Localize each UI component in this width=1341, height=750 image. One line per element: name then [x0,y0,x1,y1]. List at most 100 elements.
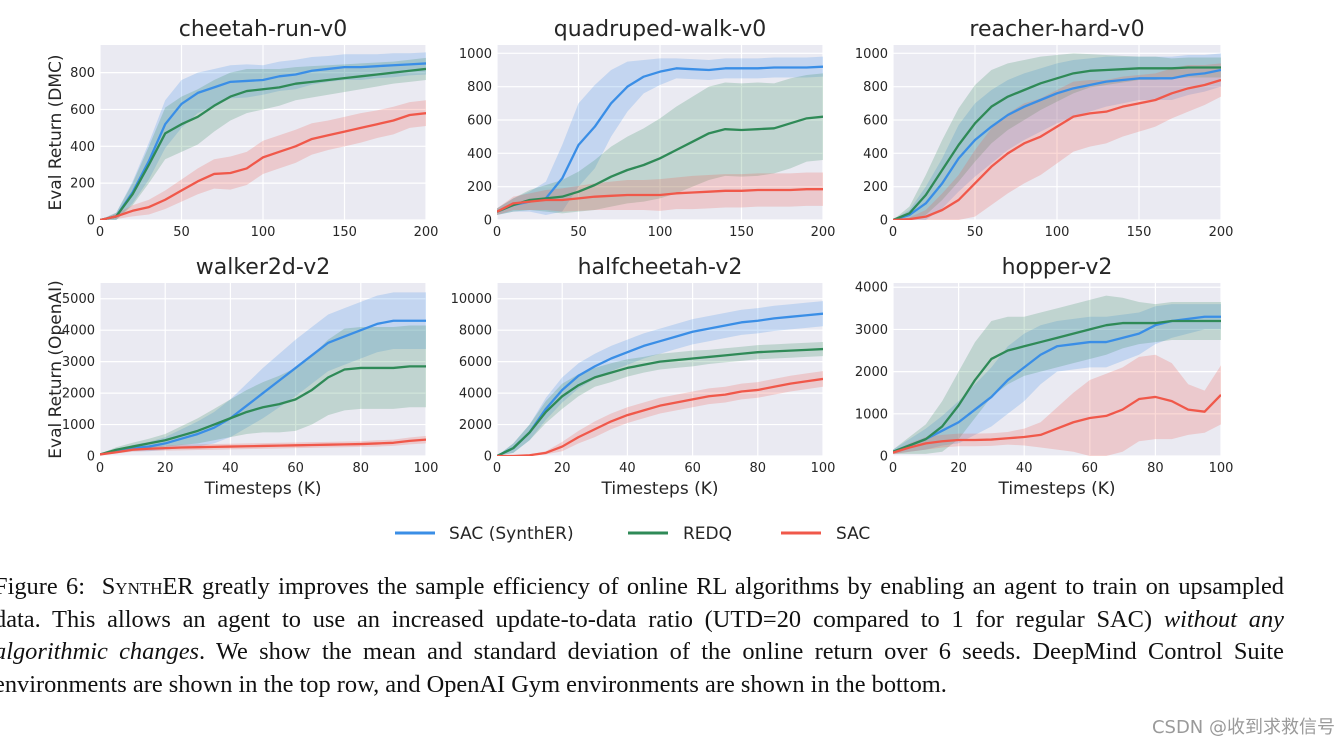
std-band-sac-synther [893,304,1221,454]
plot-series-group [893,295,1221,456]
std-band-sac-synther [893,53,1221,220]
y-tick-label: 8000 [459,324,492,339]
series-line-redq [100,365,426,456]
x-tick-label: 150 [1127,225,1152,240]
y-axis-label: Eval Return (OpenAI) [46,280,66,458]
panel-5: 0 20 40 60 80 100 0 2000 4000 6000 8000 10000 halfch… [451,255,836,499]
x-tick-label: 80 [750,461,767,476]
y-tick-label: 0 [880,450,888,465]
x-tick-label: 100 [251,225,276,240]
plot-series-group [497,56,823,215]
caption-text-2: . We show the mean and standard deviatio… [0,638,1285,698]
panel-title: walker2d-v2 [196,255,330,280]
std-band-sac-synther [100,52,426,220]
x-tick-label: 100 [648,225,673,240]
x-tick-label: 150 [332,225,357,240]
y-tick-label: 5000 [62,292,95,307]
panel-title: halfcheetah-v2 [578,255,743,280]
caption-text-1: greatly improves the sample efficiency o… [0,573,1284,633]
std-band-redq [100,325,426,456]
x-tick-label: 50 [967,225,984,240]
x-tick-label: 100 [811,461,836,476]
y-tick-label: 200 [467,180,492,195]
method-name: SynthER [101,573,194,600]
x-tick-label: 20 [157,461,174,476]
series-line-sac-synther [497,65,823,213]
y-tick-label: 600 [70,103,95,118]
series-line-redq [893,319,1221,453]
figure-label: Figure 6: [0,573,86,600]
figure-caption: Figure 6: SynthER greatly improves the s… [0,571,1284,701]
std-band-sac-synther [100,292,426,456]
series-line-redq [100,67,426,220]
x-tick-label: 0 [96,461,104,476]
std-band-redq [100,57,426,220]
series-line-sac [100,438,426,456]
legend-label-redq: REDQ [683,524,732,544]
x-tick-label: 40 [222,461,239,476]
y-tick-label: 1000 [855,407,888,422]
legend: SAC (SynthER) REDQ SAC [395,524,870,544]
x-tick-label: 100 [414,461,439,476]
x-tick-label: 60 [684,461,701,476]
series-line-sac [497,377,823,456]
x-tick-label: 20 [950,461,967,476]
plot-area [497,283,823,456]
series-line-sac-synther [100,62,426,220]
panel-3: 0 50 100 150 200 0 200 400 600 800 1000 reacher-har… [855,17,1234,240]
x-tick-label: 80 [353,461,370,476]
y-tick-label: 600 [467,114,492,129]
series-line-sac [893,394,1221,454]
y-tick-label: 600 [863,114,888,129]
legend-label-sac: SAC [836,524,870,544]
x-tick-label: 200 [1209,225,1234,240]
series-line-sac [100,112,426,220]
x-tick-label: 20 [554,461,571,476]
x-tick-label: 60 [287,461,304,476]
y-tick-label: 0 [484,450,492,465]
y-tick-label: 0 [87,214,95,229]
panel-title: quadruped-walk-v0 [554,17,766,42]
plot-series-group [497,301,823,456]
panel-6: 0 20 40 60 80 10001000200030004000hopper-v2Ti… [855,255,1234,499]
series-line-sac [497,188,823,213]
y-tick-label: 4000 [459,387,492,402]
std-band-redq [497,73,823,215]
series-line-redq [497,115,823,213]
panel-title: hopper-v2 [1002,255,1113,280]
series-line-sac [893,78,1221,220]
x-axis-label: Timesteps (K) [997,479,1115,499]
std-band-redq [893,295,1221,454]
std-band-redq [893,53,1221,220]
y-tick-label: 200 [70,177,95,192]
x-tick-label: 0 [493,225,501,240]
y-tick-label: 1000 [62,418,95,433]
x-tick-label: 60 [1082,461,1099,476]
y-tick-label: 4000 [62,324,95,339]
panel-1: 0 50 100 150 200 0 200 400 600 800 cheetah-run-v0 E… [46,17,438,240]
series-line-sac-synther [893,68,1221,220]
y-tick-label: 0 [484,214,492,229]
y-tick-label: 4000 [855,281,888,296]
x-tick-label: 100 [1209,461,1234,476]
legend-label-sac-synther: SAC (SynthER) [449,524,574,544]
figure-canvas: 0 50 100 150 2000200400600800cheetah-run-v0E… [46,17,1234,544]
y-tick-label: 1000 [459,47,492,62]
series-line-redq [893,66,1221,220]
x-tick-label: 50 [173,225,190,240]
x-tick-label: 50 [570,225,587,240]
x-tick-label: 0 [493,461,501,476]
y-tick-label: 3000 [855,323,888,338]
x-tick-label: 150 [729,225,754,240]
plot-series-group [100,292,426,456]
std-band-sac-synther [497,56,823,215]
x-tick-label: 100 [1045,225,1070,240]
y-tick-label: 200 [863,180,888,195]
plot-area [100,283,426,456]
x-tick-label: 200 [414,225,439,240]
x-tick-label: 200 [811,225,836,240]
std-band-sac [497,172,823,215]
x-axis-label: Timesteps (K) [203,479,321,499]
y-tick-label: 1000 [855,47,888,62]
y-tick-label: 800 [70,66,95,81]
